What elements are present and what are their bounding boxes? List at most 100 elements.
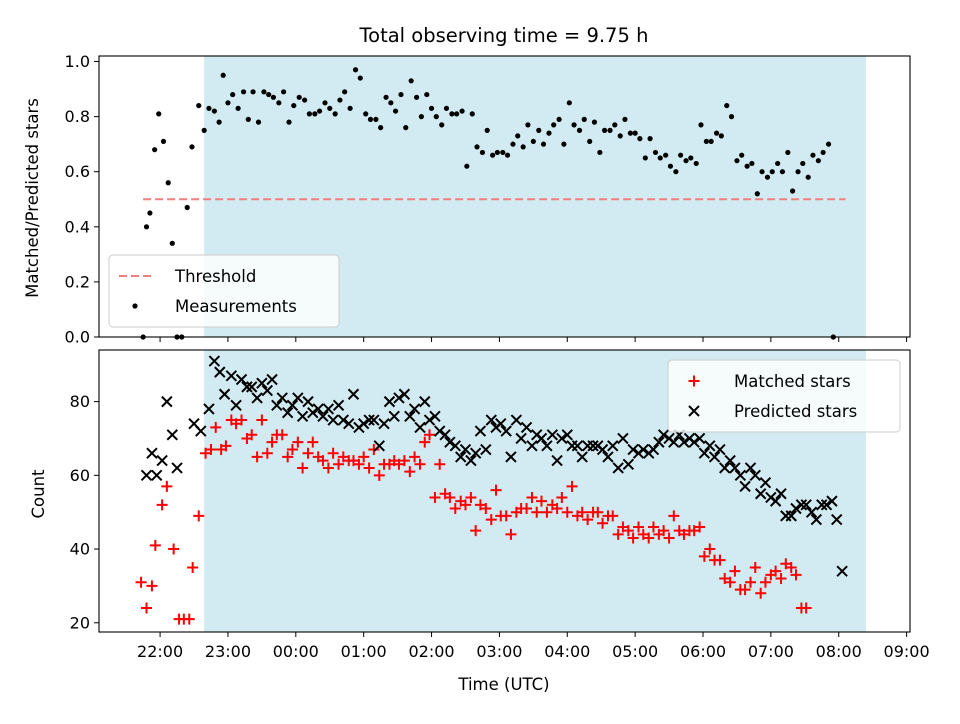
measurement-point [235, 105, 241, 111]
predicted-star-point [510, 414, 523, 426]
measurement-point [403, 125, 409, 131]
predicted-star-point [515, 432, 527, 445]
predicted-star-point [520, 421, 533, 434]
matched-star-point [790, 569, 802, 581]
measurement-point [352, 67, 359, 73]
x-tick-label: 03:00 [476, 642, 522, 661]
predicted-star-point [480, 443, 492, 456]
measurement-point [312, 111, 318, 117]
matched-star-point [694, 521, 706, 533]
legend-label: Measurements [175, 297, 297, 316]
predicted-star-point [398, 388, 411, 400]
predicted-star-point [373, 440, 385, 452]
matched-star-point [663, 532, 675, 544]
matched-star-point [668, 510, 680, 522]
measurement-point [597, 149, 603, 156]
matched-star-point [282, 451, 294, 463]
matched-star-point [193, 510, 205, 522]
measurement-point [587, 138, 593, 145]
measurement-point [266, 91, 272, 98]
matched-star-point [398, 455, 410, 467]
matched-star-point [297, 462, 309, 474]
matched-star-point [535, 495, 547, 507]
x-tick-label: 09:00 [884, 642, 930, 661]
measurement-point [276, 100, 282, 106]
predicted-star-point [195, 425, 207, 437]
matched-star-point [643, 532, 655, 544]
measurement-point [520, 144, 526, 150]
measurement-point [713, 130, 720, 136]
matched-star-point [556, 491, 568, 503]
matched-star-point [729, 565, 741, 577]
legend-predicted-marker [688, 405, 700, 417]
measurement-point [759, 169, 765, 175]
legend-label: Matched stars [734, 372, 851, 391]
matched-star-point [266, 436, 278, 448]
matched-star-point [633, 521, 645, 533]
predicted-star-point [166, 429, 179, 441]
predicted-star-point [469, 447, 482, 459]
predicted-star-point [759, 476, 772, 489]
matched-star-point [576, 506, 588, 518]
measurement-point [678, 152, 684, 158]
matched-star-point [302, 447, 314, 459]
x-tick-label: 08:00 [816, 642, 862, 661]
measurement-point [647, 136, 653, 142]
measurement-point [474, 144, 480, 150]
measurement-point [642, 155, 648, 161]
legend-matched-marker [688, 375, 700, 387]
predicted-star-point [617, 432, 629, 445]
bottom-y-tick-label: 80 [70, 392, 90, 411]
measurement-point [433, 114, 439, 120]
predicted-star-point [795, 499, 808, 511]
predicted-star-point [612, 462, 624, 474]
predicted-star-point [271, 399, 283, 412]
measurement-point [245, 116, 251, 122]
predicted-star-point [596, 443, 609, 456]
measurement-point [270, 94, 277, 100]
matched-star-point [755, 587, 767, 599]
matched-star-point [307, 436, 319, 448]
measurement-point [160, 138, 167, 145]
measurement-point [825, 141, 832, 147]
bottom-y-tick-label: 60 [70, 466, 90, 485]
measurement-point [815, 158, 821, 164]
predicted-star-point [408, 403, 421, 415]
top-y-axis-label: Matched/Predicted stars [23, 98, 42, 298]
matched-star-point [775, 573, 787, 585]
measurement-point [414, 94, 420, 100]
top-axes-frame [98, 55, 911, 338]
matched-star-point [480, 503, 492, 515]
matched-star-point [419, 436, 431, 448]
matched-star-point [414, 458, 426, 470]
predicted-star-point [805, 506, 818, 518]
measurement-point [322, 100, 328, 106]
predicted-star-point [245, 381, 258, 393]
matched-star-point [622, 525, 634, 537]
matched-star-point [404, 466, 416, 478]
matched-star-point [465, 491, 477, 503]
matched-star-point [141, 602, 153, 614]
predicted-star-point [241, 381, 253, 393]
matched-star-point [353, 458, 365, 470]
measurement-point [637, 136, 643, 142]
x-tick-label: 02:00 [408, 642, 454, 661]
measurement-point [708, 138, 714, 145]
top-y-tick-label: 0.0 [65, 328, 90, 347]
predicted-star-point [251, 392, 263, 404]
predicted-star-point [551, 454, 563, 467]
measurement-point [546, 130, 552, 136]
measurement-point [449, 111, 455, 117]
predicted-star-point [587, 440, 599, 452]
matched-star-point [647, 521, 659, 533]
measurement-point [484, 127, 490, 133]
measurement-point [667, 163, 674, 169]
measurement-point [622, 116, 628, 122]
measurement-point [337, 97, 343, 103]
matched-star-point [500, 510, 512, 522]
measurement-point [342, 89, 348, 95]
x-axis-label: Time (UTC) [457, 675, 549, 694]
predicted-star-point [218, 388, 231, 400]
predicted-star-point [734, 469, 747, 482]
predicted-star-point [505, 451, 517, 463]
